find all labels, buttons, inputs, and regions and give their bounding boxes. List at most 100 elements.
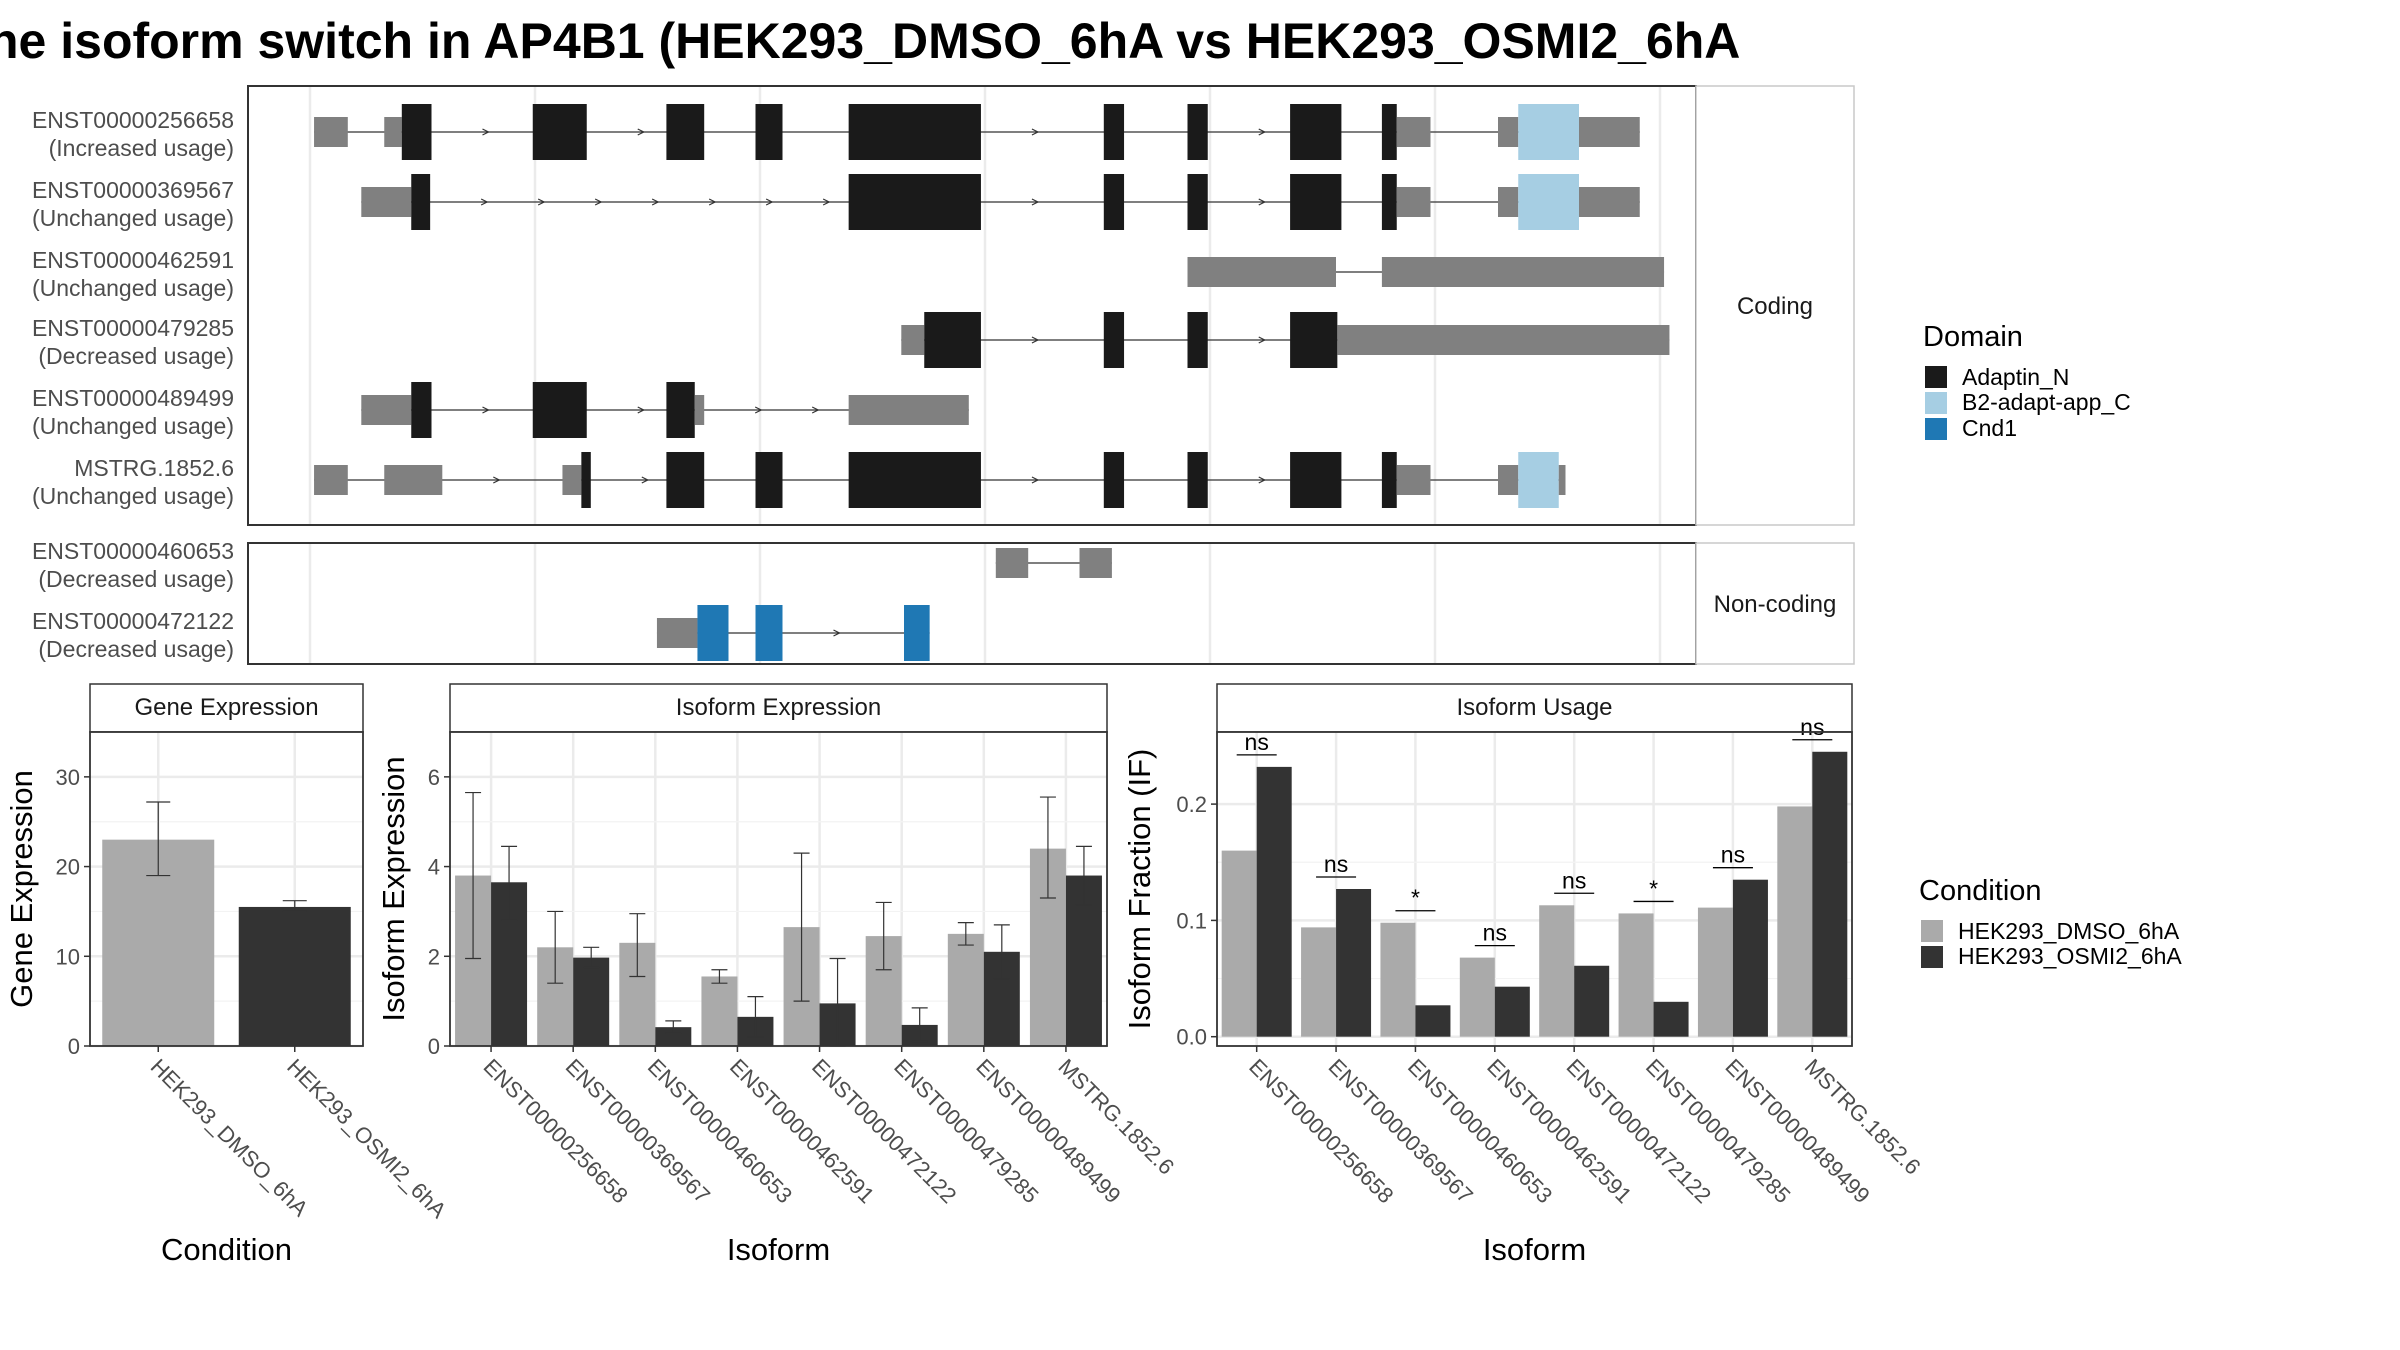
bar-enst00000479285-hek293-dmso-6ha <box>1618 913 1654 1037</box>
error-bar <box>957 922 974 946</box>
domain-exon-adaptin-n <box>924 312 981 368</box>
bar-enst00000460653-hek293-dmso-6ha <box>1380 922 1416 1037</box>
gene-expression-chart: Gene Expression0102030HEK293_DMSO_6hAHEK… <box>4 683 451 1267</box>
y-axis-title: Gene Expression <box>4 770 39 1008</box>
error-bar <box>665 1020 682 1035</box>
exon-block <box>1079 548 1112 578</box>
legend-label-osmi2: HEK293_OSMI2_6hA <box>1958 943 2182 969</box>
chart-title: Isoform Usage <box>1456 694 1612 721</box>
exon-block <box>694 395 705 425</box>
exon-block <box>1558 465 1566 495</box>
bar-enst00000462591-hek293-dmso-6ha <box>1459 957 1495 1037</box>
exon-block <box>384 465 443 495</box>
bar-enst00000489499-hek293-dmso-6ha <box>1697 907 1733 1037</box>
transcript-structure-panels: Coding Non-coding ENST00000256658(Increa… <box>32 85 1855 665</box>
coding-strip-label: Coding <box>1737 293 1813 320</box>
chart-title: Isoform Expression <box>676 694 881 721</box>
y-tick-label: 20 <box>56 855 80 880</box>
error-bar <box>465 791 482 960</box>
legend-label-dmso: HEK293_DMSO_6hA <box>1958 918 2180 944</box>
error-bar <box>1075 845 1092 906</box>
chart-title: Gene Expression <box>134 694 318 721</box>
exon-block <box>1396 465 1431 495</box>
strand-arrow <box>1258 336 1267 344</box>
domain-exon-adaptin-n <box>1187 104 1208 160</box>
bar-enst00000489499-hek293-osmi2-6ha <box>1732 879 1768 1037</box>
domain-exon-adaptin-n <box>1103 452 1125 508</box>
domain-exon-cnd1 <box>904 605 930 661</box>
transcript-usage-label: (Decreased usage) <box>38 343 234 369</box>
exon-block <box>562 465 582 495</box>
legend-key-b2-adapt-app-c <box>1925 392 1947 414</box>
error-bar <box>501 845 518 922</box>
exon-block <box>901 325 925 355</box>
coding-strip-box <box>1695 85 1855 526</box>
y-tick-label: 0.1 <box>1176 908 1207 933</box>
domain-exon-adaptin-n <box>1381 104 1397 160</box>
exon-block <box>1396 187 1431 217</box>
bar-enst00000462591-hek293-dmso-6ha <box>701 976 738 1046</box>
domain-exon-adaptin-n <box>1103 312 1125 368</box>
legend-label-adaptin-n: Adaptin_N <box>1962 364 2069 390</box>
strand-arrow <box>537 198 546 206</box>
strand-arrow <box>833 629 841 637</box>
noncoding-strip-box <box>1695 542 1855 665</box>
domain-exon-adaptin-n <box>848 174 981 230</box>
bar-enst00000479285-hek293-osmi2-6ha <box>1653 1001 1689 1037</box>
y-tick-label: 6 <box>428 765 440 790</box>
strand-arrow <box>811 406 820 414</box>
x-tick-label: ENST00000256658 <box>479 1054 633 1208</box>
domain-exon-adaptin-n <box>1290 104 1342 160</box>
x-axis-title: Isoform <box>727 1232 830 1267</box>
bar-hek293-osmi2-6ha <box>238 906 351 1046</box>
strand-arrow <box>708 198 717 206</box>
facet-strip <box>1216 683 1853 733</box>
transcript-usage-label: (Increased usage) <box>49 135 234 161</box>
x-tick-label: ENST00000460653 <box>1403 1054 1557 1208</box>
isoform-usage-chart: Isoform Usage 0.0 0.1 0.2 ns ns * ns ns * ns ns ENST… <box>1122 683 1926 1267</box>
legend-key-dmso <box>1921 920 1943 942</box>
domain-exon-adaptin-n <box>1290 174 1342 230</box>
x-tick-label: ENST00000256658 <box>1244 1054 1398 1208</box>
domain-exon-adaptin-n <box>755 452 783 508</box>
strand-arrow <box>1031 128 1040 136</box>
domain-exon-adaptin-n <box>755 104 783 160</box>
y-tick-label: 0.0 <box>1176 1025 1207 1050</box>
transcript-usage-label: (Decreased usage) <box>38 566 234 592</box>
y-tick-label: 0.2 <box>1176 792 1207 817</box>
x-tick-label: ENST00000489499 <box>971 1054 1125 1208</box>
error-bar <box>911 1007 928 1043</box>
legend-label-b2-adapt-app-c: B2-adapt-app_C <box>1962 389 2131 415</box>
bar-mstrg-1852-6-hek293-osmi2-6ha <box>1812 751 1848 1037</box>
panel-border <box>89 731 364 1047</box>
bar-enst00000369567-hek293-osmi2-6ha <box>1336 889 1372 1037</box>
x-tick-label: ENST00000462591 <box>1482 1054 1636 1208</box>
domain-exon-adaptin-n <box>1187 174 1208 230</box>
strand-arrow <box>493 476 501 484</box>
strand-arrow <box>480 198 489 206</box>
transcript-usage-label: (Unchanged usage) <box>32 483 234 509</box>
significance-label: ns <box>1483 920 1507 946</box>
domain-exon-adaptin-n <box>532 104 587 160</box>
domain-exon-adaptin-n <box>666 382 695 438</box>
strand-arrow <box>1258 198 1267 206</box>
domain-exon-adaptin-n <box>401 104 432 160</box>
strand-arrow <box>1031 476 1040 484</box>
legend-key-adaptin-n <box>1925 366 1947 388</box>
y-tick-label: 30 <box>56 765 80 790</box>
x-tick-label: ENST00000460653 <box>643 1054 797 1208</box>
legend-key-osmi2 <box>1921 946 1943 968</box>
strand-arrow <box>1258 128 1267 136</box>
bar-enst00000489499-hek293-dmso-6ha <box>947 933 984 1046</box>
y-axis-title: Isoform Expression <box>376 756 411 1021</box>
coding-transcript-tracks <box>314 104 1670 508</box>
significance-label: ns <box>1800 714 1824 740</box>
domain-exon-adaptin-n <box>1187 312 1208 368</box>
exon-block <box>1381 257 1665 287</box>
domain-exon-adaptin-n <box>411 174 431 230</box>
significance-label: ns <box>1721 842 1745 868</box>
exon-block <box>1498 465 1519 495</box>
x-axis-title: Condition <box>161 1232 292 1267</box>
x-tick-label: ENST00000462591 <box>725 1054 879 1208</box>
transcript-usage-label: (Decreased usage) <box>38 636 234 662</box>
